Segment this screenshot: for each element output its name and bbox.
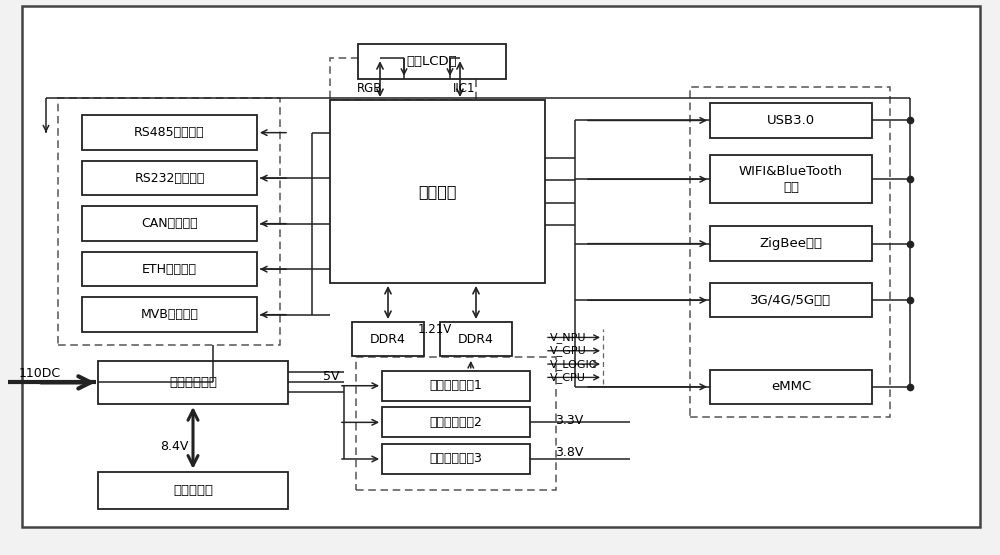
Bar: [98, 472, 288, 509]
Bar: [356, 357, 556, 490]
Text: 3.3V: 3.3V: [555, 414, 583, 427]
Bar: [58, 98, 280, 345]
Text: V_CPU: V_CPU: [550, 372, 586, 383]
Text: 触摸LCD屏: 触摸LCD屏: [407, 55, 457, 68]
Bar: [690, 87, 890, 417]
Text: RS232通讯接口: RS232通讯接口: [134, 171, 205, 185]
Text: 110DC: 110DC: [19, 367, 61, 380]
Bar: [82, 252, 257, 286]
Bar: [98, 361, 288, 404]
Text: V_NPU: V_NPU: [550, 332, 586, 343]
Text: DDR4: DDR4: [370, 332, 406, 346]
Text: RGB: RGB: [357, 82, 383, 95]
Text: eMMC: eMMC: [771, 380, 811, 393]
Bar: [330, 58, 476, 100]
Bar: [710, 370, 872, 404]
Bar: [382, 407, 530, 437]
Text: 主控芯片: 主控芯片: [418, 184, 457, 199]
Bar: [382, 371, 530, 401]
Text: RS485通讯接口: RS485通讯接口: [134, 126, 205, 139]
Bar: [440, 322, 512, 356]
Bar: [82, 206, 257, 241]
Bar: [710, 283, 872, 317]
Text: 1.21V: 1.21V: [418, 323, 452, 336]
Text: IIC1: IIC1: [453, 82, 475, 95]
Bar: [82, 297, 257, 332]
Bar: [710, 226, 872, 261]
Text: USB3.0: USB3.0: [767, 114, 815, 127]
Bar: [82, 161, 257, 195]
Bar: [382, 444, 530, 474]
Text: V_LOGIC: V_LOGIC: [550, 359, 598, 370]
Text: 3.8V: 3.8V: [555, 446, 583, 460]
Text: MVB通讯接口: MVB通讯接口: [141, 308, 198, 321]
Text: CAN通讯接口: CAN通讯接口: [141, 217, 198, 230]
Text: 电源芯片转换1: 电源芯片转换1: [430, 379, 482, 392]
Text: 可充电电池: 可充电电池: [173, 484, 213, 497]
Bar: [710, 103, 872, 138]
Text: ETH通讯接口: ETH通讯接口: [142, 263, 197, 276]
Text: 电源芯片转换3: 电源芯片转换3: [430, 452, 482, 466]
Text: 供电转换系统: 供电转换系统: [169, 376, 217, 389]
Text: WIFI&BlueTooth
模块: WIFI&BlueTooth 模块: [739, 165, 843, 194]
Text: 5V: 5V: [324, 370, 340, 383]
Bar: [710, 155, 872, 203]
Text: ZigBee模块: ZigBee模块: [760, 237, 822, 250]
Bar: [352, 322, 424, 356]
Text: 电源芯片转换2: 电源芯片转换2: [430, 416, 482, 429]
Bar: [82, 115, 257, 150]
Bar: [358, 44, 506, 79]
Text: V_GPU: V_GPU: [550, 345, 587, 356]
Text: DDR4: DDR4: [458, 332, 494, 346]
Text: 8.4V: 8.4V: [160, 440, 188, 453]
Bar: [330, 100, 545, 283]
Text: 3G/4G/5G模块: 3G/4G/5G模块: [750, 294, 832, 307]
